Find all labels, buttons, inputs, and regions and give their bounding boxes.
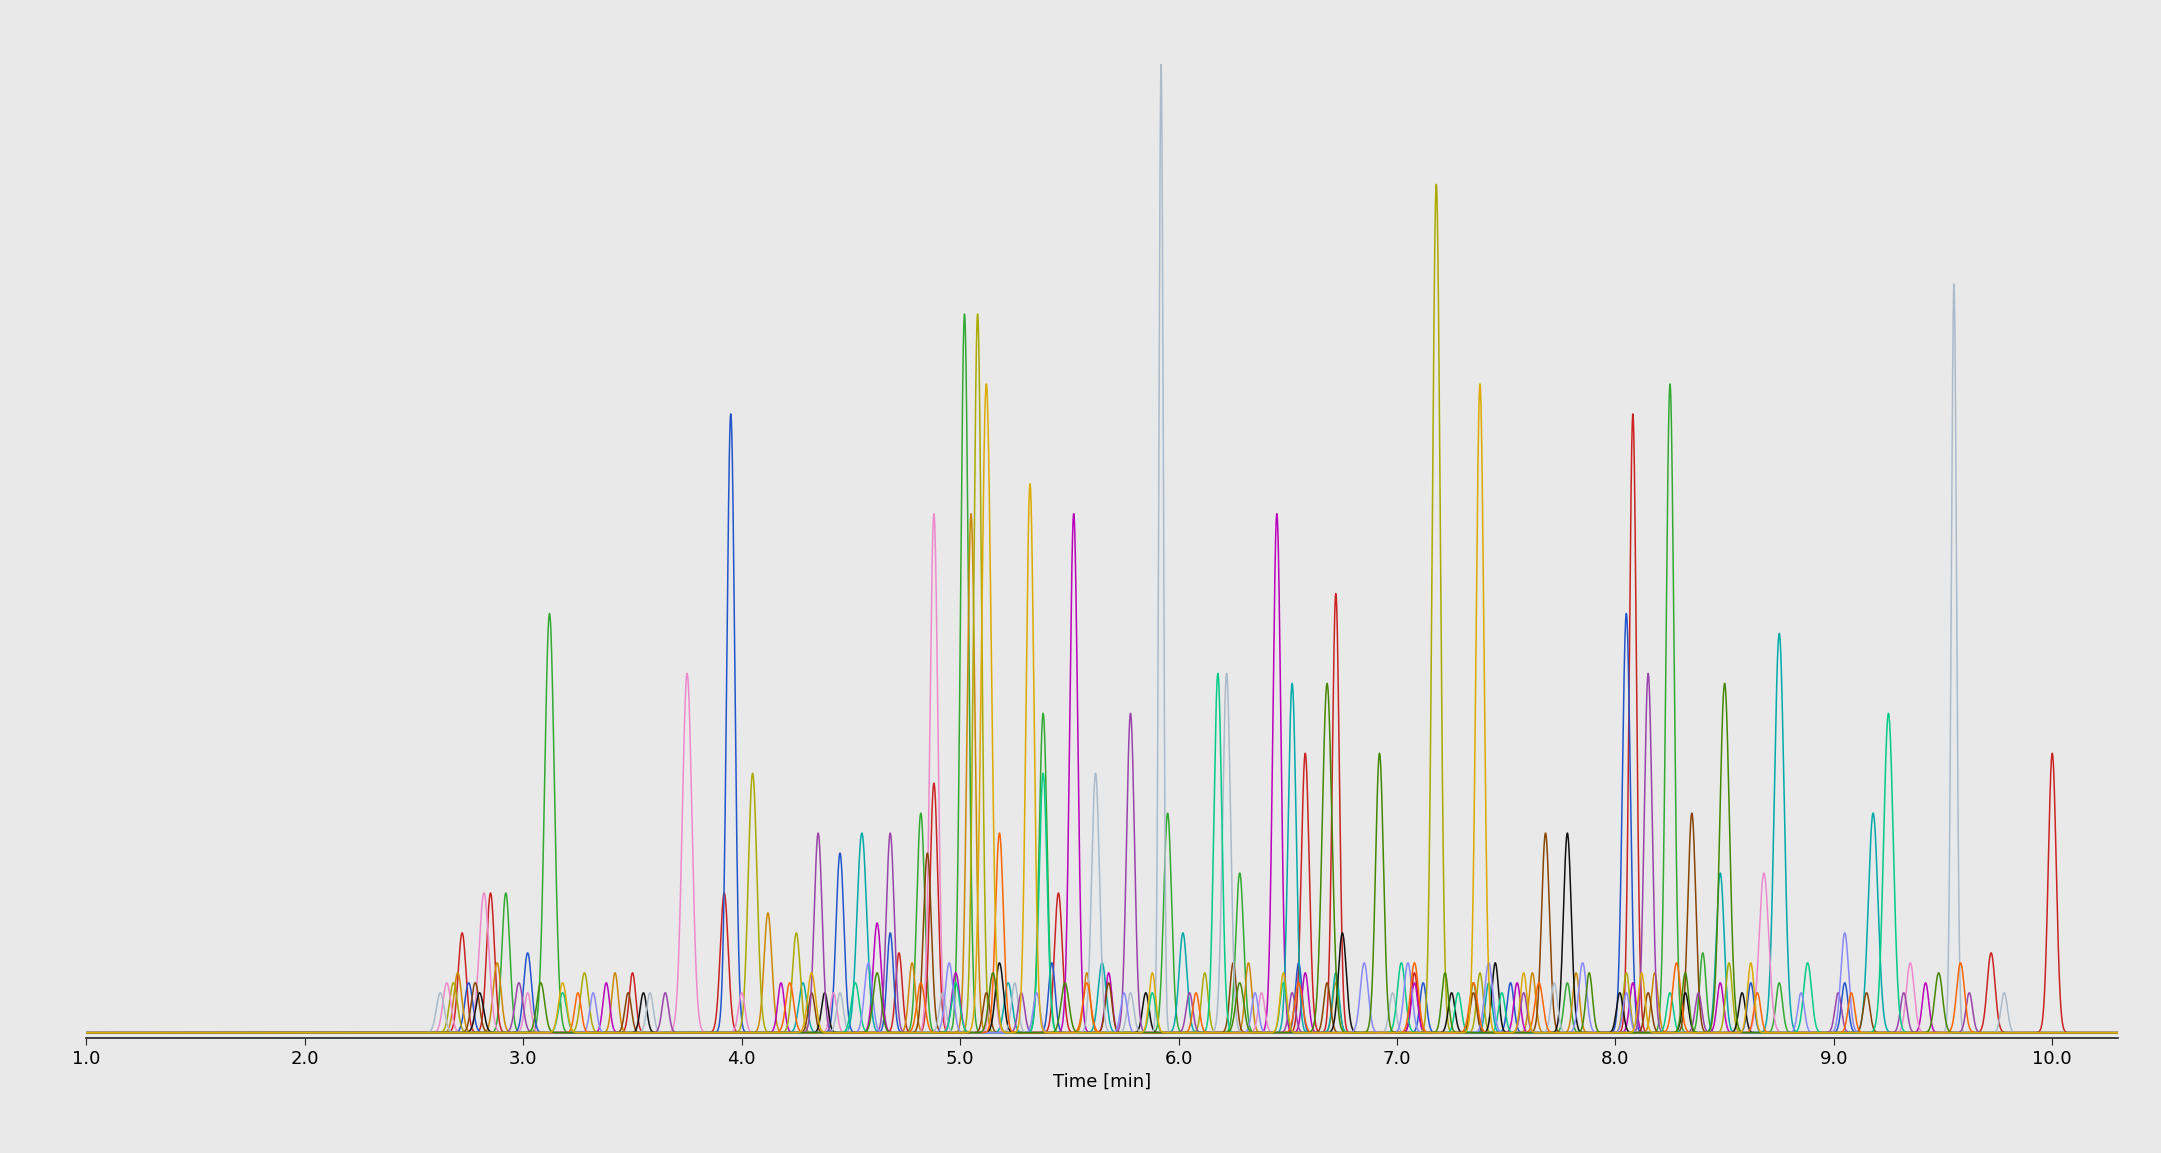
X-axis label: Time [min]: Time [min] — [1052, 1073, 1152, 1091]
